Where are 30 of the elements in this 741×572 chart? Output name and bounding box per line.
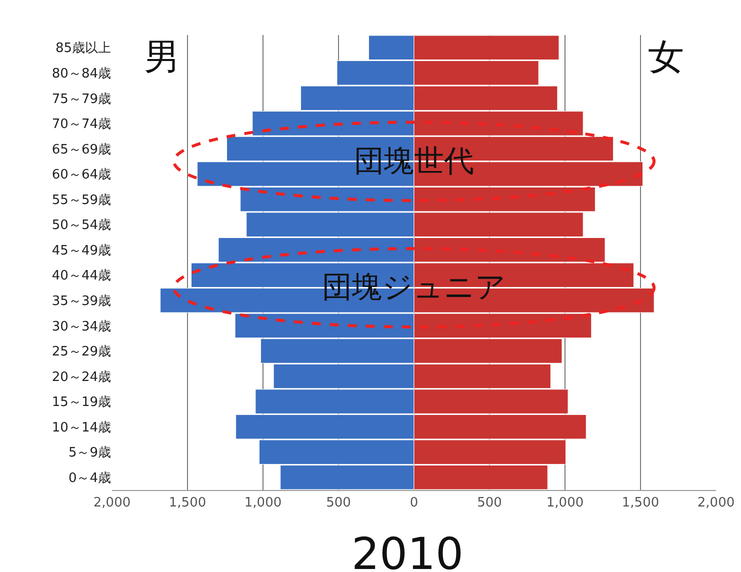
y-tick-label: 80～84歳 xyxy=(52,66,111,82)
x-tick-label: 500 xyxy=(326,496,351,511)
y-tick-label: 45～49歳 xyxy=(52,243,111,258)
y-tick-label: 20～24歳 xyxy=(52,370,111,385)
y-tick-label: 60～64歳 xyxy=(52,168,111,183)
y-tick-label: 30～34歳 xyxy=(52,319,111,334)
y-tick-label: 0～4歳 xyxy=(68,470,111,486)
x-tick-label: 0 xyxy=(410,496,418,511)
y-tick-label: 75～79歳 xyxy=(52,92,111,107)
x-tick-label: 2,000 xyxy=(93,496,131,511)
y-tick-label: 55～59歳 xyxy=(52,192,111,208)
y-tick-label: 25～29歳 xyxy=(52,344,111,360)
y-tick-label: 65～69歳 xyxy=(52,142,111,158)
y-tick-label: 70～74歳 xyxy=(52,117,111,132)
x-tick-label: 500 xyxy=(477,496,502,511)
x-tick-label: 1,000 xyxy=(244,496,282,511)
series-label: 女 xyxy=(648,37,684,78)
y-tick-label: 15～19歳 xyxy=(52,395,111,410)
x-tick-label: 2,000 xyxy=(697,496,735,511)
text: 男 xyxy=(144,37,180,78)
y-tick-label: 10～14歳 xyxy=(52,420,111,436)
x-tick-label: 1,000 xyxy=(546,496,584,511)
text: 2010 xyxy=(352,529,464,572)
y-tick-label: 40～44歳 xyxy=(52,268,111,284)
x-tick-label: 1,500 xyxy=(168,496,206,511)
y-tick-label: 50～54歳 xyxy=(52,218,111,234)
x-tick-label: 1,500 xyxy=(622,496,660,511)
y-tick-label: 5～9歳 xyxy=(68,446,111,461)
y-tick-label: 35～39歳 xyxy=(52,294,111,309)
y-tick-label: 85歳以上 xyxy=(55,41,111,56)
